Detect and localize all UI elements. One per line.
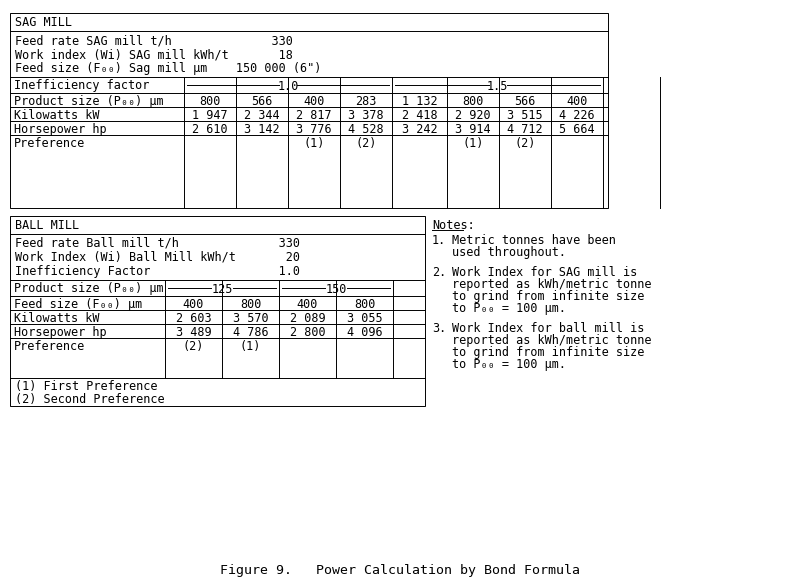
- Text: 3 055: 3 055: [346, 312, 382, 325]
- Text: 2 418: 2 418: [402, 109, 438, 122]
- Text: 2.: 2.: [432, 266, 446, 279]
- Text: Feed rate SAG mill t/h              330: Feed rate SAG mill t/h 330: [15, 34, 293, 47]
- Text: 400: 400: [566, 95, 588, 108]
- Text: 2 800: 2 800: [290, 326, 326, 339]
- Text: Preference: Preference: [14, 340, 86, 353]
- Text: Inefficiency factor: Inefficiency factor: [14, 79, 150, 92]
- Text: 150: 150: [326, 283, 346, 296]
- Text: 400: 400: [183, 298, 204, 311]
- Text: used throughout.: used throughout.: [452, 246, 566, 259]
- Text: 3 914: 3 914: [455, 123, 491, 136]
- Text: Feed rate Ball mill t/h              330: Feed rate Ball mill t/h 330: [15, 237, 300, 250]
- Text: 2 610: 2 610: [192, 123, 228, 136]
- Text: 2 817: 2 817: [296, 109, 332, 122]
- Text: Feed size (F₀₀) Sag mill μm    150 000 (6"): Feed size (F₀₀) Sag mill μm 150 000 (6"): [15, 62, 322, 75]
- Text: 5 664: 5 664: [559, 123, 595, 136]
- Text: 1 132: 1 132: [402, 95, 438, 108]
- Text: 2 089: 2 089: [290, 312, 326, 325]
- Text: 3 570: 3 570: [233, 312, 268, 325]
- Text: (2): (2): [355, 137, 377, 150]
- Text: Metric tonnes have been: Metric tonnes have been: [452, 234, 616, 247]
- Text: reported as kWh/metric tonne: reported as kWh/metric tonne: [452, 334, 651, 347]
- Text: 3 515: 3 515: [507, 109, 543, 122]
- Text: Work Index (Wi) Ball Mill kWh/t       20: Work Index (Wi) Ball Mill kWh/t 20: [15, 251, 300, 264]
- Text: 400: 400: [303, 95, 325, 108]
- Text: Work Index for SAG mill is: Work Index for SAG mill is: [452, 266, 638, 279]
- Text: to P₀₀ = 100 μm.: to P₀₀ = 100 μm.: [452, 358, 566, 371]
- Text: 800: 800: [462, 95, 484, 108]
- Text: Kilowatts kW: Kilowatts kW: [14, 312, 99, 325]
- Text: Product size (P₀₀) μm: Product size (P₀₀) μm: [14, 282, 164, 295]
- Text: Horsepower hp: Horsepower hp: [14, 326, 106, 339]
- Text: 800: 800: [240, 298, 261, 311]
- Text: (1): (1): [240, 340, 261, 353]
- Text: 800: 800: [354, 298, 375, 311]
- Text: 3 142: 3 142: [244, 123, 280, 136]
- Text: (1) First Preference: (1) First Preference: [15, 380, 158, 393]
- Text: Work Index for ball mill is: Work Index for ball mill is: [452, 322, 644, 335]
- Text: 566: 566: [514, 95, 536, 108]
- Text: 1.0: 1.0: [278, 80, 298, 93]
- Text: 2 603: 2 603: [176, 312, 211, 325]
- Bar: [10, 216, 425, 406]
- Text: to grind from infinite size: to grind from infinite size: [452, 346, 644, 359]
- Text: 4 226: 4 226: [559, 109, 595, 122]
- Text: 4 096: 4 096: [346, 326, 382, 339]
- Text: (1): (1): [303, 137, 325, 150]
- Text: (2) Second Preference: (2) Second Preference: [15, 393, 165, 406]
- Text: 3 378: 3 378: [348, 109, 384, 122]
- Text: 2 920: 2 920: [455, 109, 491, 122]
- Text: 1.: 1.: [432, 234, 446, 247]
- Text: to P₀₀ = 100 μm.: to P₀₀ = 100 μm.: [452, 302, 566, 315]
- Text: 3 776: 3 776: [296, 123, 332, 136]
- Bar: [10, 13, 608, 208]
- Text: 3 489: 3 489: [176, 326, 211, 339]
- Text: 400: 400: [297, 298, 318, 311]
- Text: Work index (Wi) SAG mill kWh/t       18: Work index (Wi) SAG mill kWh/t 18: [15, 48, 293, 61]
- Text: to grind from infinite size: to grind from infinite size: [452, 290, 644, 303]
- Text: 125: 125: [211, 283, 233, 296]
- Text: Notes:: Notes:: [432, 219, 474, 232]
- Text: 800: 800: [199, 95, 221, 108]
- Text: Figure 9.   Power Calculation by Bond Formula: Figure 9. Power Calculation by Bond Form…: [220, 564, 580, 577]
- Text: Preference: Preference: [14, 137, 86, 150]
- Text: Kilowatts kW: Kilowatts kW: [14, 109, 99, 122]
- Text: 1.5: 1.5: [487, 80, 508, 93]
- Text: 2 344: 2 344: [244, 109, 280, 122]
- Text: 4 712: 4 712: [507, 123, 543, 136]
- Text: 283: 283: [355, 95, 377, 108]
- Text: BALL MILL: BALL MILL: [15, 219, 79, 232]
- Text: 3.: 3.: [432, 322, 446, 335]
- Text: (1): (1): [462, 137, 484, 150]
- Text: (2): (2): [514, 137, 536, 150]
- Text: Product size (P₀₀) μm: Product size (P₀₀) μm: [14, 95, 164, 108]
- Text: 3 242: 3 242: [402, 123, 438, 136]
- Text: Horsepower hp: Horsepower hp: [14, 123, 106, 136]
- Text: Feed size (F₀₀) μm: Feed size (F₀₀) μm: [14, 298, 142, 311]
- Text: 1 947: 1 947: [192, 109, 228, 122]
- Text: 566: 566: [251, 95, 273, 108]
- Text: Inefficiency Factor                  1.0: Inefficiency Factor 1.0: [15, 265, 300, 278]
- Text: (2): (2): [183, 340, 204, 353]
- Text: SAG MILL: SAG MILL: [15, 16, 72, 29]
- Text: 4 528: 4 528: [348, 123, 384, 136]
- Text: 4 786: 4 786: [233, 326, 268, 339]
- Text: reported as kWh/metric tonne: reported as kWh/metric tonne: [452, 278, 651, 291]
